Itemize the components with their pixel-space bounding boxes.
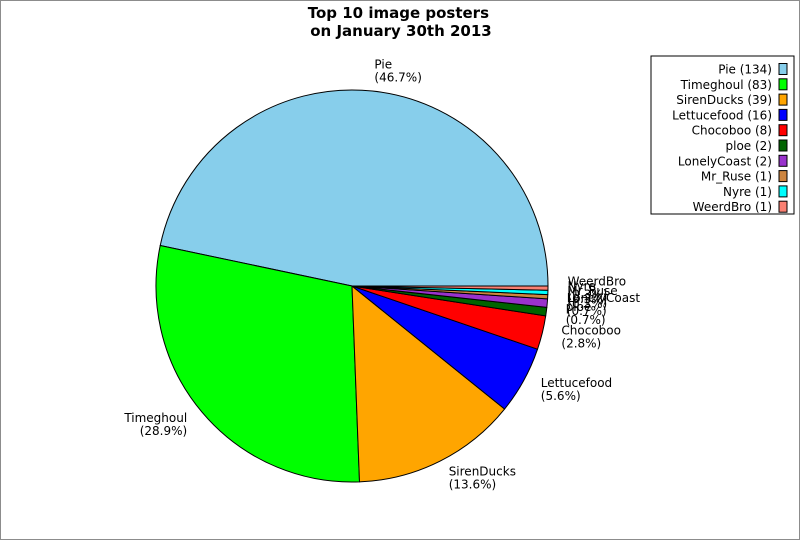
legend-swatch-nyre: [778, 185, 788, 198]
slice-percent-label: (0.3%): [567, 297, 607, 311]
slice-label-timeghoul: Timeghoul (28.9%): [123, 411, 187, 438]
slice-name-label: SirenDucks: [449, 465, 516, 479]
slice-name-label: ploe: [566, 300, 592, 314]
legend-label-sirenducks: SirenDucks (39): [676, 93, 772, 107]
legend: Pie (134)Timeghoul (83)SirenDucks (39)Le…: [650, 55, 795, 215]
slice-label-pie: Pie (46.7%): [374, 58, 421, 85]
slice-labels: Pie (46.7%) Timeghoul (28.9%) SirenDucks (13.…: [123, 58, 640, 492]
slice-percent-label: (0.7%): [567, 304, 607, 318]
slice-name-label: LonelyCoast: [567, 291, 641, 305]
chart-title-line-1: Top 10 image posters: [308, 4, 489, 22]
slice-name-label: Nyre: [568, 279, 596, 293]
legend-swatch-lonelycoast: [778, 154, 788, 167]
chart-title-line-2: on January 30th 2013: [310, 22, 491, 40]
slice-label-chocoboo: Chocoboo (2.8%): [561, 323, 621, 350]
slice-percent-label: (0.7%): [566, 313, 606, 327]
slice-name-label: WeerdBro: [568, 274, 627, 288]
legend-swatch-chocoboo: [778, 124, 788, 137]
slice-percent-label: (13.6%): [449, 478, 496, 492]
legend-label-lettucefood: Lettucefood (16): [672, 108, 772, 122]
slice-percent-label: (28.9%): [140, 424, 187, 438]
legend-label-chocoboo: Chocoboo (8): [692, 124, 772, 138]
slice-label-weerdbro: WeerdBro (0.3%): [568, 274, 627, 301]
legend-label-weerdbro: WeerdBro (1): [693, 200, 772, 214]
legend-swatch-timeghoul: [778, 78, 788, 91]
slice-label-ploe: ploe (0.7%): [566, 300, 606, 327]
pie-slice-sirenducks: [351, 285, 506, 483]
legend-swatch-mr-ruse: [778, 170, 788, 183]
pie-slices: [155, 89, 549, 483]
legend-swatch-lettucefood: [778, 108, 788, 121]
slice-name-label: Lettucefood: [541, 376, 612, 390]
pie-slice-weerdbro: [351, 285, 549, 291]
legend-swatch-sirenducks: [778, 93, 788, 106]
slice-name-label: Pie: [374, 58, 392, 72]
slice-percent-label: (2.8%): [561, 336, 601, 350]
pie-slice-pie: [159, 89, 549, 287]
slice-percent-label: (0.3%): [568, 292, 608, 306]
legend-label-nyre: Nyre (1): [723, 185, 772, 199]
legend-swatch-weerdbro: [778, 200, 788, 213]
slice-label-sirenducks: SirenDucks (13.6%): [449, 465, 516, 492]
slice-percent-label: (0.3%): [568, 287, 608, 301]
pie-slice-timeghoul: [155, 245, 361, 483]
legend-label-pie: Pie (134): [718, 63, 772, 77]
legend-label-timeghoul: Timeghoul (83): [680, 78, 772, 92]
slice-name-label: Chocoboo: [561, 323, 621, 337]
slice-name-label: Mr_Ruse: [567, 284, 617, 298]
slice-percent-label: (5.6%): [541, 389, 581, 403]
legend-frame: [650, 55, 795, 215]
legend-label-ploe: ploe (2): [726, 139, 773, 153]
slice-label-lettucefood: Lettucefood (5.6%): [541, 376, 612, 403]
slice-label-lonelycoast: LonelyCoast (0.7%): [567, 291, 641, 318]
slice-name-label: Timeghoul: [123, 411, 187, 425]
slice-label-mr-ruse: Mr_Ruse (0.3%): [567, 284, 617, 311]
legend-label-lonelycoast: LonelyCoast (2): [678, 154, 772, 168]
legend-swatch-ploe: [778, 139, 788, 152]
chart-title: Top 10 image posters on January 30th 201…: [308, 4, 495, 40]
legend-swatch-pie: [778, 63, 788, 75]
legend-label-mr-ruse: Mr_Ruse (1): [701, 170, 772, 184]
slice-label-nyre: Nyre (0.3%): [568, 279, 608, 306]
slice-percent-label: (46.7%): [374, 71, 421, 85]
